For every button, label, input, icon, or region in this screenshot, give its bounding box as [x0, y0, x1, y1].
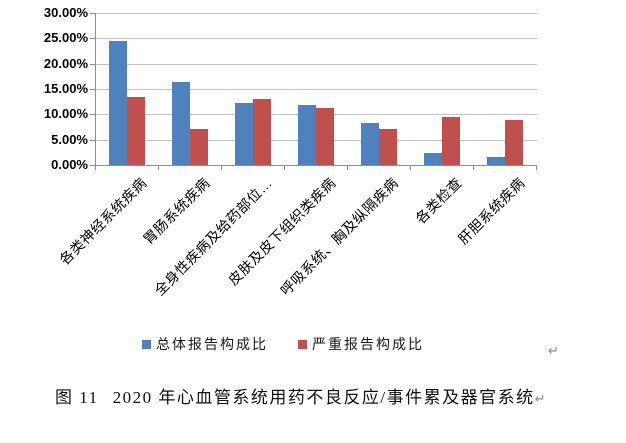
- legend-swatch: [142, 339, 151, 349]
- chart-legend: 总体报告构成比 严重报告构成比: [0, 334, 566, 354]
- x-axis-tick: [536, 165, 537, 170]
- bar-总体报告构成比: [297, 105, 316, 165]
- x-axis-tick: [95, 165, 96, 170]
- y-axis-tick-label: 20.00%: [43, 55, 88, 71]
- paragraph-return-mark: ↵: [548, 344, 559, 359]
- y-axis-tick-label: 10.00%: [43, 106, 88, 122]
- bar-严重报告构成比: [441, 117, 460, 165]
- x-axis-tick: [347, 165, 348, 170]
- x-axis-category-label: 全身性疾病及给药部位…: [151, 174, 276, 299]
- x-axis-tick: [473, 165, 474, 170]
- y-axis-tick-label: 30.00%: [43, 5, 88, 20]
- x-axis-tick: [221, 165, 222, 170]
- caption-return-mark: ↵: [534, 392, 546, 407]
- y-axis-line: [95, 13, 96, 166]
- y-axis-tick: [90, 13, 95, 14]
- figure-caption-label: 图 11: [55, 388, 99, 407]
- y-axis-tick: [90, 63, 95, 65]
- y-axis-tick-label: 0.00%: [51, 157, 88, 172]
- bar-严重报告构成比: [189, 129, 208, 165]
- gridline: [95, 13, 537, 14]
- y-axis-tick: [90, 165, 95, 166]
- x-axis-tick: [158, 165, 159, 170]
- y-axis-tick: [90, 89, 95, 90]
- bar-严重报告构成比: [315, 108, 334, 165]
- bar-严重报告构成比: [126, 97, 145, 165]
- x-axis-category-label: 各类神经系统疾病: [55, 174, 150, 268]
- figure-caption-text: 2020 年心血管系统用药不良反应/事件累及器官系统: [112, 388, 535, 407]
- bar-严重报告构成比: [378, 129, 397, 165]
- y-axis-tick: [90, 114, 95, 116]
- legend-label: 总体报告构成比: [156, 336, 268, 352]
- y-axis-tick: [90, 139, 95, 141]
- legend-item: 严重报告构成比: [298, 334, 424, 354]
- legend-item: 总体报告构成比: [142, 334, 268, 354]
- legend-swatch: [298, 339, 307, 349]
- x-axis-category-label: 皮肤及皮下组织类疾病: [224, 174, 339, 289]
- gridline: [95, 89, 537, 90]
- bar-严重报告构成比: [504, 120, 523, 165]
- x-axis-tick: [410, 165, 411, 170]
- bar-总体报告构成比: [171, 82, 190, 165]
- gridline: [95, 38, 537, 40]
- bar-总体报告构成比: [486, 157, 505, 165]
- figure-caption: 图 11 2020 年心血管系统用药不良反应/事件累及器官系统↵: [55, 383, 546, 408]
- y-axis-tick-label: 25.00%: [43, 30, 88, 46]
- y-axis-tick-label: 15.00%: [43, 81, 88, 96]
- gridline: [95, 63, 537, 65]
- x-axis-category-label: 各类检查: [411, 174, 465, 227]
- y-axis-tick-label: 5.00%: [51, 131, 88, 147]
- bar-总体报告构成比: [108, 41, 127, 165]
- x-axis-line: [95, 165, 537, 166]
- x-axis-tick: [284, 165, 285, 170]
- bar-严重报告构成比: [252, 99, 271, 165]
- bar-chart: 0.00% 5.00% 10.00% 15.00% 20.00% 25.00% 30.00%…: [43, 5, 537, 299]
- y-axis-tick: [90, 38, 95, 40]
- x-axis-category-label: 呼吸系统、胸及纵隔疾病: [277, 174, 402, 299]
- bar-总体报告构成比: [423, 153, 442, 165]
- bar-总体报告构成比: [360, 123, 379, 165]
- bar-总体报告构成比: [234, 103, 253, 165]
- legend-label: 严重报告构成比: [312, 336, 424, 352]
